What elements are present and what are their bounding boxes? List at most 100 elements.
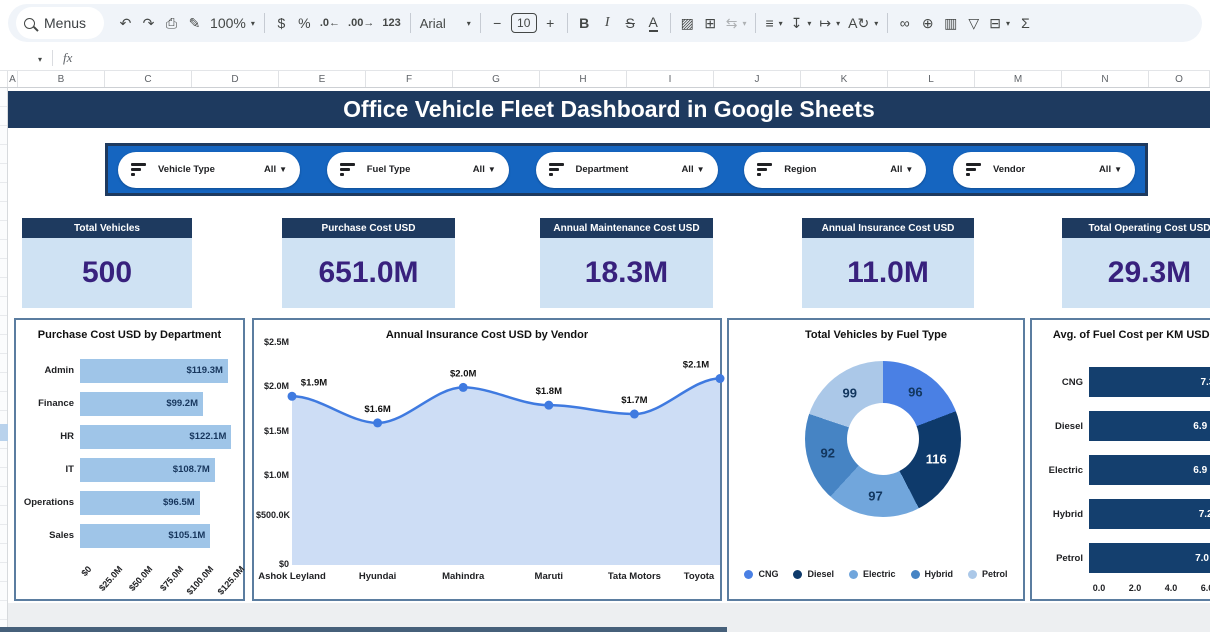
redo-icon[interactable]: ↷: [137, 10, 160, 36]
bold-icon[interactable]: B: [573, 10, 596, 36]
row-header-strip[interactable]: [0, 88, 8, 632]
column-headers: ABCDEFGHIJKLMNO: [0, 71, 1210, 88]
horizontal-align-icon[interactable]: ≡▾: [761, 10, 786, 36]
slicer-selected-value: All: [1099, 164, 1111, 175]
pivot-table-icon[interactable]: ⊟▾: [985, 10, 1014, 36]
kpi-label: Annual Insurance Cost USD: [802, 218, 974, 238]
column-header-g[interactable]: G: [453, 71, 540, 87]
bar: 7.0: [1089, 543, 1210, 573]
slicer-value[interactable]: All▼: [264, 164, 287, 175]
slicer-value[interactable]: All▼: [681, 164, 704, 175]
legend-dot: [793, 570, 802, 579]
menus-search[interactable]: Menus: [16, 7, 104, 39]
horizontal-scrollbar[interactable]: [0, 627, 727, 632]
paint-format-icon[interactable]: ✎: [183, 10, 206, 36]
chart-purchase-cost-by-department[interactable]: Purchase Cost USD by Department Admin$11…: [14, 318, 245, 601]
insert-link-icon[interactable]: ∞: [893, 10, 916, 36]
legend-dot: [849, 570, 858, 579]
legend-dot: [744, 570, 753, 579]
borders-icon[interactable]: ⊞: [699, 10, 722, 36]
legend-item-electric: Electric: [849, 569, 896, 579]
x-category-label: Hyundai: [336, 571, 420, 582]
slicer-fuel-type[interactable]: Fuel TypeAll▼: [327, 152, 509, 188]
insert-chart-icon[interactable]: ▥: [939, 10, 962, 36]
insert-comment-icon[interactable]: ⊕: [916, 10, 939, 36]
category-label: HR: [20, 431, 80, 442]
formula-bar: ▾ fx: [0, 46, 1210, 71]
increase-font-size-icon[interactable]: +: [539, 10, 562, 36]
bar-track: 6.9: [1089, 411, 1210, 441]
toolbar-separator: [480, 13, 481, 33]
column-header-o[interactable]: O: [1149, 71, 1210, 87]
column-header-e[interactable]: E: [279, 71, 366, 87]
column-header-f[interactable]: F: [366, 71, 453, 87]
slicer-vehicle-type[interactable]: Vehicle Type All▼: [118, 152, 300, 188]
vertical-align-icon[interactable]: ↧▾: [787, 10, 816, 36]
strikethrough-icon[interactable]: S: [619, 10, 642, 36]
format-currency-icon[interactable]: $: [270, 10, 293, 36]
fill-color-icon[interactable]: ▨: [676, 10, 699, 36]
column-header-m[interactable]: M: [975, 71, 1062, 87]
chart-title: Annual Insurance Cost USD by Vendor: [254, 329, 720, 341]
slicer-label: Vehicle Type: [158, 164, 215, 175]
bar-track: $96.5M: [80, 491, 235, 515]
kpi-card-annual-insurance-cost-usd: Annual Insurance Cost USD11.0M: [802, 218, 974, 308]
format-percent-icon[interactable]: %: [293, 10, 316, 36]
dropdown-caret-icon: ▾: [1006, 19, 1010, 28]
column-header-k[interactable]: K: [801, 71, 888, 87]
bar-row-petrol: Petrol7.0: [1036, 536, 1210, 580]
font-size-input[interactable]: 10: [511, 13, 537, 33]
kpi-label: Total Vehicles: [22, 218, 192, 238]
create-filter-icon[interactable]: ▽: [962, 10, 985, 36]
column-header-a[interactable]: A: [8, 71, 18, 87]
data-point: [630, 410, 639, 419]
slicer-region[interactable]: RegionAll▼: [744, 152, 926, 188]
slicer-vendor[interactable]: VendorAll▼: [953, 152, 1135, 188]
column-header-l[interactable]: L: [888, 71, 975, 87]
kpi-value: 18.3M: [540, 238, 713, 308]
slicer-department[interactable]: DepartmentAll▼: [536, 152, 718, 188]
legend-item-hybrid: Hybrid: [911, 569, 954, 579]
more-formats-button[interactable]: 123: [378, 10, 404, 36]
slicer-selected-value: All: [681, 164, 693, 175]
increase-decimal-icon[interactable]: .00→: [344, 10, 378, 36]
legend-label: Electric: [863, 569, 896, 579]
italic-icon[interactable]: I: [596, 10, 619, 36]
x-axis: $0$25.0M$50.0M$75.0M$100.0M$125.0M: [86, 558, 239, 600]
bar-row-finance: Finance$99.2M: [20, 387, 235, 420]
slicer-value[interactable]: All▼: [473, 164, 496, 175]
merge-cells-icon[interactable]: ⇆▾: [722, 10, 751, 36]
decrease-font-size-icon[interactable]: −: [486, 10, 509, 36]
functions-icon[interactable]: Σ: [1014, 10, 1037, 36]
undo-icon[interactable]: ↶: [114, 10, 137, 36]
chart-vehicles-by-fuel-type[interactable]: Total Vehicles by Fuel Type 96116979299 …: [727, 318, 1025, 601]
decrease-decimal-icon[interactable]: .0←: [316, 10, 344, 36]
column-header-c[interactable]: C: [105, 71, 192, 87]
slicer-value[interactable]: All▼: [1099, 164, 1122, 175]
slicer-value[interactable]: All▼: [890, 164, 913, 175]
print-icon[interactable]: ⎙: [160, 10, 183, 36]
text-color-icon[interactable]: A: [642, 10, 665, 36]
legend-item-petrol: Petrol: [968, 569, 1008, 579]
dropdown-caret-icon: ▾: [251, 19, 255, 28]
font-select[interactable]: Arial▾: [416, 10, 475, 36]
text-wrap-icon[interactable]: ↦▾: [815, 10, 844, 36]
x-category-label: Mahindra: [421, 571, 505, 582]
column-header-h[interactable]: H: [540, 71, 627, 87]
category-label: Sales: [20, 530, 80, 541]
grid-corner[interactable]: [0, 71, 8, 87]
x-tick-label: 0.0: [1087, 583, 1111, 593]
name-box[interactable]: ▾: [0, 51, 42, 65]
bar-row-cng: CNG7.3: [1036, 360, 1210, 404]
column-header-d[interactable]: D: [192, 71, 279, 87]
column-header-n[interactable]: N: [1062, 71, 1149, 87]
chart-insurance-cost-by-vendor[interactable]: Annual Insurance Cost USD by Vendor $2.5…: [252, 318, 722, 601]
column-header-b[interactable]: B: [18, 71, 105, 87]
text-rotation-icon[interactable]: A↻▾: [844, 10, 882, 36]
chart-fuel-cost-per-km[interactable]: Avg. of Fuel Cost per KM USD by Fuel Typ…: [1030, 318, 1210, 601]
zoom-select[interactable]: 100%▾: [206, 10, 259, 36]
google-sheets-app: Menus ↶↷⎙✎100%▾$%.0←.00→123Arial▾−10+BIS…: [0, 0, 1210, 632]
column-header-i[interactable]: I: [627, 71, 714, 87]
column-header-j[interactable]: J: [714, 71, 801, 87]
slice-value-label: 97: [868, 488, 882, 503]
